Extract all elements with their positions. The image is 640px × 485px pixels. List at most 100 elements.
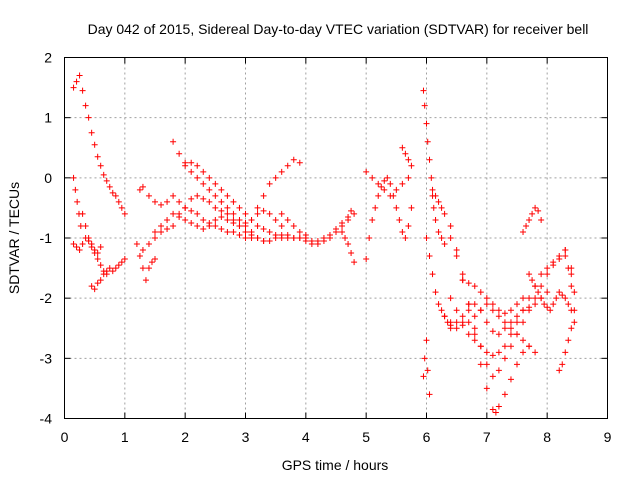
data-point bbox=[556, 367, 563, 374]
data-point bbox=[565, 337, 572, 344]
data-point bbox=[74, 198, 81, 205]
data-point bbox=[435, 228, 442, 235]
data-point bbox=[507, 319, 514, 326]
data-point bbox=[507, 343, 514, 350]
data-point bbox=[526, 295, 533, 302]
data-point bbox=[224, 228, 231, 235]
data-point bbox=[538, 295, 545, 302]
data-point bbox=[115, 262, 122, 269]
data-point bbox=[212, 192, 219, 199]
data-point bbox=[507, 376, 514, 383]
data-point bbox=[423, 120, 430, 127]
data-point bbox=[429, 271, 436, 278]
data-point bbox=[471, 337, 478, 344]
data-point bbox=[97, 244, 104, 251]
data-point bbox=[290, 156, 297, 163]
data-point bbox=[432, 216, 439, 223]
data-point bbox=[314, 241, 321, 248]
data-point bbox=[453, 325, 460, 332]
data-point bbox=[290, 235, 297, 241]
data-point bbox=[459, 313, 466, 320]
data-point bbox=[565, 301, 572, 308]
data-point bbox=[492, 409, 499, 416]
data-point bbox=[363, 256, 370, 263]
data-point bbox=[348, 250, 355, 257]
chart-title: Day 042 of 2015, Sidereal Day-to-day VTE… bbox=[88, 21, 589, 37]
data-point bbox=[278, 231, 285, 238]
data-point bbox=[465, 280, 472, 287]
data-point bbox=[421, 102, 428, 109]
data-point bbox=[242, 219, 249, 226]
series-s29 bbox=[556, 319, 578, 374]
data-point bbox=[453, 319, 460, 326]
x-tick-label: 3 bbox=[242, 429, 250, 445]
data-point bbox=[230, 219, 237, 226]
data-point bbox=[194, 192, 201, 199]
data-point bbox=[402, 235, 409, 241]
data-point bbox=[387, 192, 394, 199]
data-point bbox=[121, 210, 128, 217]
data-point bbox=[115, 198, 122, 205]
data-point bbox=[266, 210, 273, 217]
data-point bbox=[507, 307, 514, 314]
data-point bbox=[103, 271, 110, 278]
series-s25 bbox=[441, 301, 539, 356]
data-point bbox=[538, 283, 545, 290]
data-point bbox=[94, 153, 101, 160]
data-point bbox=[345, 241, 352, 248]
data-point bbox=[188, 168, 195, 175]
data-point bbox=[242, 235, 249, 241]
data-point bbox=[547, 307, 554, 314]
data-point bbox=[477, 307, 484, 314]
x-tick-label: 1 bbox=[121, 429, 129, 445]
data-point bbox=[218, 186, 225, 193]
data-point bbox=[88, 283, 95, 290]
data-point bbox=[387, 180, 394, 187]
data-point bbox=[495, 349, 502, 356]
data-point bbox=[200, 168, 207, 175]
data-point bbox=[118, 204, 125, 211]
series-s21 bbox=[429, 186, 533, 416]
data-point bbox=[339, 228, 346, 235]
data-point bbox=[369, 216, 376, 223]
data-point bbox=[254, 235, 261, 241]
data-point bbox=[109, 189, 116, 196]
data-point bbox=[520, 349, 527, 356]
data-point bbox=[236, 204, 243, 211]
series-s28 bbox=[526, 271, 578, 314]
data-point bbox=[559, 292, 566, 299]
data-point bbox=[97, 162, 104, 169]
data-point bbox=[260, 225, 267, 232]
series-s15 bbox=[363, 174, 415, 263]
data-point bbox=[230, 198, 237, 205]
data-point bbox=[139, 247, 146, 254]
data-point bbox=[489, 352, 496, 359]
data-point bbox=[342, 235, 349, 241]
data-point bbox=[351, 259, 358, 266]
data-point bbox=[559, 361, 566, 368]
series-s1 bbox=[70, 72, 128, 217]
series-s30 bbox=[562, 247, 578, 296]
x-axis-label: GPS time / hours bbox=[282, 457, 389, 473]
y-tick-label: -4 bbox=[40, 411, 53, 427]
data-point bbox=[218, 213, 225, 220]
data-point bbox=[200, 180, 207, 187]
data-point bbox=[495, 331, 502, 338]
data-point bbox=[248, 228, 255, 235]
data-point bbox=[430, 204, 437, 211]
data-point bbox=[447, 235, 454, 241]
data-point bbox=[514, 313, 520, 320]
data-point bbox=[82, 222, 89, 229]
y-tick-label: -2 bbox=[40, 290, 53, 306]
data-point bbox=[158, 222, 165, 229]
x-tick-label: 5 bbox=[362, 429, 370, 445]
data-point bbox=[206, 186, 213, 193]
data-point bbox=[495, 403, 502, 410]
data-point bbox=[483, 319, 490, 326]
data-point bbox=[136, 186, 143, 193]
data-point bbox=[76, 72, 83, 79]
data-point bbox=[459, 271, 466, 278]
data-point bbox=[477, 361, 484, 368]
data-point bbox=[91, 141, 98, 148]
data-point bbox=[514, 331, 520, 338]
